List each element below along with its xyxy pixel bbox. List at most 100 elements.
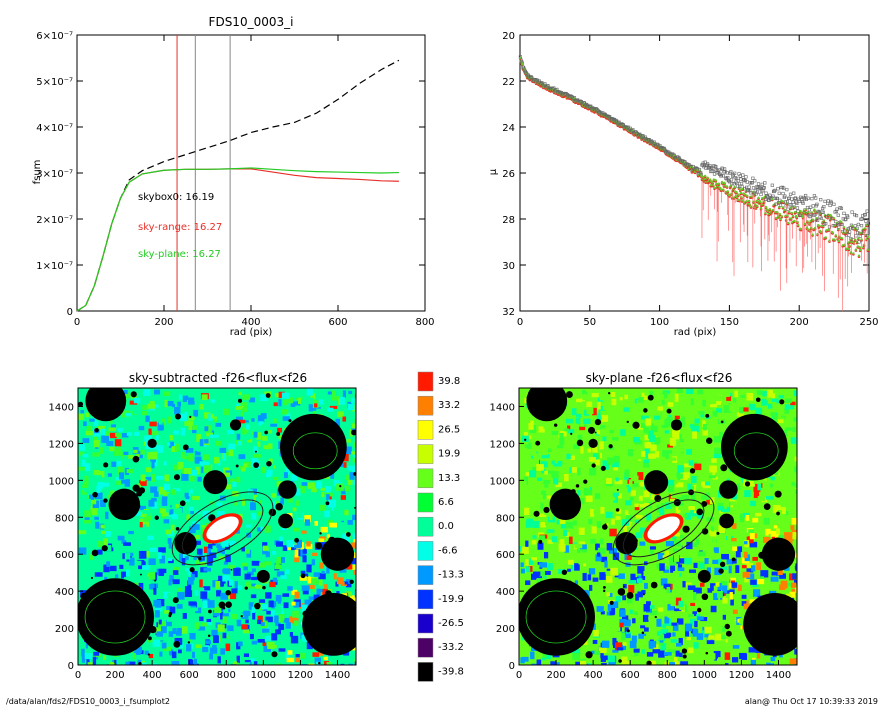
map-mask-dot bbox=[182, 444, 189, 451]
map-mask-dot bbox=[776, 645, 782, 652]
map-pixel-patch bbox=[106, 545, 112, 552]
map-pixel-patch bbox=[670, 501, 678, 507]
mu-point-ref bbox=[854, 213, 859, 218]
map-pixel-patch bbox=[82, 521, 90, 530]
map-pixel-patch bbox=[257, 415, 265, 423]
map-pixel-patch bbox=[78, 530, 87, 535]
map-pixel-patch bbox=[796, 448, 797, 457]
map-pixel-patch bbox=[746, 573, 755, 579]
map-pixel-patch bbox=[355, 570, 356, 576]
map-pixel-patch bbox=[736, 412, 745, 417]
map-pixel-patch bbox=[645, 418, 652, 426]
map-pixel-patch bbox=[520, 473, 524, 479]
mu-point-plane bbox=[736, 198, 739, 202]
map-pixel-patch bbox=[351, 397, 355, 404]
map-mask-dot bbox=[771, 434, 777, 441]
map-pixel-patch bbox=[244, 573, 251, 580]
map-pixel-patch bbox=[663, 391, 669, 399]
map-pixel-patch bbox=[677, 494, 685, 498]
map-mask-dot bbox=[266, 460, 272, 467]
map-pixel-patch bbox=[658, 607, 664, 612]
map-pixel-patch bbox=[241, 562, 248, 567]
map-pixel-patch bbox=[675, 482, 684, 488]
map-pixel-patch bbox=[556, 445, 563, 449]
map-mask-dot bbox=[78, 401, 84, 407]
map-pixel-patch bbox=[234, 501, 238, 506]
map-pixel-patch bbox=[609, 607, 616, 616]
map-pixel-patch bbox=[623, 642, 627, 646]
map-pixel-patch bbox=[339, 462, 344, 468]
colorbar-swatch bbox=[417, 662, 434, 682]
map-pixel-patch bbox=[777, 411, 782, 419]
map-pixel-patch bbox=[301, 482, 308, 486]
map-mask-dot bbox=[353, 472, 356, 476]
map-pixel-patch bbox=[660, 578, 668, 586]
map-pixel-patch bbox=[795, 424, 797, 433]
map-pixel-patch bbox=[628, 579, 637, 584]
mu-point-plane bbox=[858, 246, 861, 249]
map-pixel-patch bbox=[302, 548, 307, 554]
map-pixel-patch bbox=[139, 505, 146, 510]
map-mask-dot bbox=[551, 640, 556, 645]
mu-point-ref bbox=[846, 227, 850, 231]
map-pixel-patch bbox=[739, 514, 745, 523]
map-pixel-patch bbox=[159, 421, 163, 425]
map-pixel-patch bbox=[299, 494, 308, 498]
mu-point-plane bbox=[739, 191, 743, 195]
map-pixel-patch bbox=[197, 444, 203, 452]
map-pixel-patch bbox=[601, 473, 607, 479]
map-pixel-patch bbox=[588, 568, 596, 575]
map-mask-blob bbox=[302, 592, 356, 656]
map-pixel-patch bbox=[551, 536, 558, 543]
map-pixel-patch bbox=[627, 521, 633, 527]
map-pixel-patch bbox=[128, 389, 133, 394]
map-pixel-patch bbox=[643, 490, 650, 498]
mu-point-plane bbox=[795, 215, 799, 219]
map-pixel-patch bbox=[217, 656, 221, 664]
map-pixel-patch bbox=[713, 654, 718, 661]
mu-point-plane bbox=[859, 248, 862, 252]
map-mask-dot bbox=[591, 463, 596, 468]
map-pixel-patch bbox=[582, 389, 587, 396]
map-pixel-patch bbox=[148, 572, 156, 580]
map-mask-dot bbox=[103, 462, 109, 468]
map-pixel-patch bbox=[584, 489, 593, 495]
colorbar-label: 19.9 bbox=[438, 449, 460, 460]
map-pixel-patch bbox=[543, 475, 551, 480]
map-pixel-patch bbox=[302, 588, 309, 595]
map-pixel-patch bbox=[209, 552, 217, 558]
map-pixel-patch bbox=[226, 655, 234, 662]
map-pixel-patch bbox=[767, 506, 774, 512]
mu-point-plane bbox=[702, 175, 705, 179]
map-pixel-patch bbox=[199, 579, 203, 588]
map-pixel-patch bbox=[123, 389, 128, 395]
map-pixel-patch bbox=[704, 634, 709, 638]
map-pixel-patch bbox=[533, 453, 538, 461]
map-pixel-patch bbox=[523, 476, 529, 485]
map-pixel-patch bbox=[170, 489, 177, 495]
map-pixel-patch bbox=[629, 463, 635, 470]
map-pixel-patch bbox=[348, 663, 353, 665]
map-pixel-patch bbox=[601, 415, 609, 422]
map-pixel-patch bbox=[175, 504, 179, 510]
map-ytick-label: 600 bbox=[55, 550, 74, 561]
map-pixel-patch bbox=[710, 605, 717, 613]
map-ytick-label: 1200 bbox=[490, 439, 515, 450]
map-pixel-patch bbox=[283, 602, 289, 609]
map-mask-blob bbox=[670, 419, 683, 431]
map-pixel-patch bbox=[748, 536, 754, 544]
map-pixel-patch bbox=[264, 525, 271, 533]
map-pixel-patch bbox=[320, 526, 328, 533]
map-pixel-patch bbox=[543, 430, 547, 437]
map-pixel-patch bbox=[167, 592, 173, 601]
map-pixel-patch bbox=[211, 629, 218, 637]
fsum-panel: FDS10_0003_i 0 200 400 600 80001×10⁻⁷2×10⁻⁷3… bbox=[32, 15, 435, 338]
mu-point-ref bbox=[762, 186, 766, 190]
mu-point-ref bbox=[841, 217, 845, 221]
map-pixel-patch bbox=[203, 465, 212, 473]
map-pixel-patch bbox=[97, 549, 103, 555]
map-pixel-patch bbox=[282, 409, 289, 415]
map-pixel-patch bbox=[719, 415, 723, 423]
map-pixel-patch bbox=[577, 467, 581, 476]
map-pixel-patch bbox=[295, 488, 301, 496]
